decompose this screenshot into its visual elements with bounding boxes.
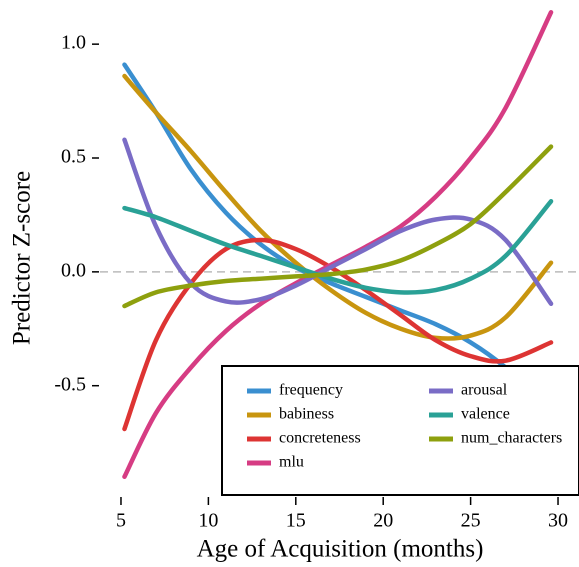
legend-label: babiness (279, 406, 334, 423)
legend-label: mlu (279, 454, 304, 471)
series-line (122, 62, 554, 411)
x-tick-label: 30 (548, 510, 568, 532)
x-axis-label: Age of Acquisition (months) (197, 536, 484, 563)
y-axis-label: Predictor Z-score (9, 171, 36, 345)
series-line (122, 73, 554, 341)
legend-label: num_characters (461, 430, 562, 447)
legend-label: valence (461, 406, 510, 423)
legend-label: frequency (279, 382, 343, 399)
y-tick-label: 0.5 (61, 146, 86, 168)
legend-label: arousal (461, 382, 508, 399)
x-tick-label: 15 (286, 510, 306, 532)
y-tick-label: 0.0 (61, 259, 86, 281)
series-line (122, 144, 554, 309)
series-line (122, 137, 554, 306)
x-tick-label: 5 (116, 510, 126, 532)
legend-box (221, 365, 579, 496)
legend-label: concreteness (279, 430, 361, 447)
x-tick-label: 20 (373, 510, 393, 532)
y-tick-label: -0.5 (54, 373, 86, 395)
series-line (122, 199, 554, 295)
x-tick-label: 10 (198, 510, 218, 532)
y-tick-label: 1.0 (61, 32, 86, 54)
x-tick-label: 25 (461, 510, 481, 532)
